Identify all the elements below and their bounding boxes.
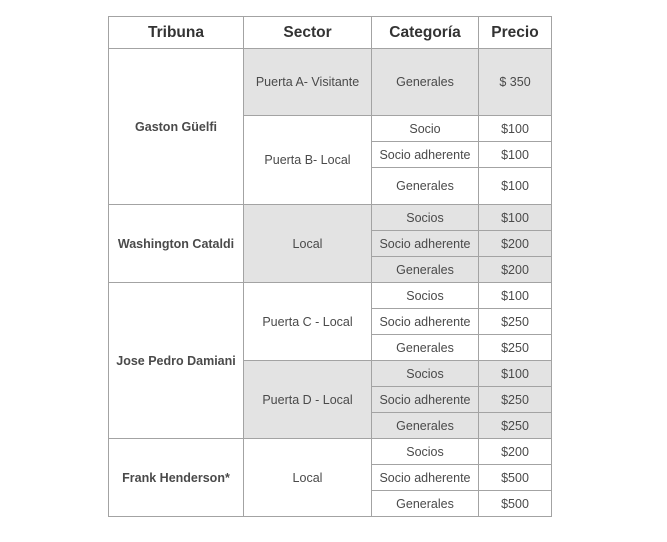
tribuna-cell-jose-pedro-damiani: Jose Pedro Damiani (108, 282, 244, 439)
categoria-cell: Socio adherente (371, 464, 479, 491)
categoria-cell: Generales (371, 48, 479, 116)
categoria-cell: Socios (371, 360, 479, 387)
precio-cell: $200 (478, 438, 552, 465)
table-row: Generales $250 (109, 412, 552, 439)
categoria-cell: Generales (371, 334, 479, 361)
categoria-cell: Generales (371, 167, 479, 205)
table-row: Gaston Güelfi Puerta A- Visitante Genera… (108, 48, 552, 205)
precio-cell: $100 (478, 167, 552, 205)
precio-cell: $500 (478, 490, 552, 517)
col-header-categoria: Categoría (371, 16, 479, 49)
categoria-cell: Socio adherente (371, 230, 479, 257)
table-row: Socio adherente $500 (109, 464, 552, 491)
sector-cell-puerta-b-local: Puerta B- Local (243, 115, 372, 205)
header-row: Tribuna Sector Categoría Precio (108, 16, 552, 49)
table-row: Puerta B- Local Socio $100 (109, 115, 552, 205)
categoria-cell: Socios (371, 204, 479, 231)
categoria-cell: Socio (371, 115, 479, 142)
sector-cell-puerta-d-local: Puerta D - Local (243, 360, 372, 439)
categoria-cell: Socio adherente (371, 386, 479, 413)
tribuna-cell-gaston-guelfi: Gaston Güelfi (108, 48, 244, 205)
table-row: Socio adherente $100 (109, 141, 552, 168)
precio-cell: $100 (478, 204, 552, 231)
table-row: Socio adherente $200 (109, 230, 552, 257)
table-row: Jose Pedro Damiani Puerta C - Local Soci… (108, 282, 552, 439)
col-header-tribuna: Tribuna (108, 16, 244, 49)
categoria-cell: Socio adherente (371, 141, 479, 168)
table-row: Generales $500 (109, 490, 552, 517)
categoria-cell: Socio adherente (371, 308, 479, 335)
table-row: Generales $100 (109, 167, 552, 205)
precio-cell: $200 (478, 230, 552, 257)
tribuna-cell-frank-henderson: Frank Henderson* (108, 438, 244, 517)
col-header-sector: Sector (243, 16, 372, 49)
precio-cell: $ 350 (478, 48, 552, 116)
precio-cell: $500 (478, 464, 552, 491)
table-row: Generales $250 (109, 334, 552, 361)
precio-cell: $250 (478, 308, 552, 335)
sector-cell-local-cataldi: Local (243, 204, 372, 283)
precio-cell: $100 (478, 141, 552, 168)
precio-cell: $200 (478, 256, 552, 283)
sector-cell-puerta-c-local: Puerta C - Local (243, 282, 372, 361)
table-row: Generales $200 (109, 256, 552, 283)
sector-cell-local-henderson: Local (243, 438, 372, 517)
precio-cell: $100 (478, 115, 552, 142)
pricing-table: Tribuna Sector Categoría Precio Gaston G… (108, 16, 552, 517)
col-header-precio: Precio (478, 16, 552, 49)
precio-cell: $250 (478, 386, 552, 413)
categoria-cell: Socios (371, 438, 479, 465)
table-row: Washington Cataldi Local Socios $100 (108, 204, 552, 283)
precio-cell: $250 (478, 334, 552, 361)
precio-cell: $100 (478, 282, 552, 309)
table-row: Socio adherente $250 (109, 386, 552, 413)
tribuna-cell-washington-cataldi: Washington Cataldi (108, 204, 244, 283)
precio-cell: $250 (478, 412, 552, 439)
precio-cell: $100 (478, 360, 552, 387)
categoria-cell: Generales (371, 412, 479, 439)
table-row: Frank Henderson* Local Socios $200 (108, 438, 552, 517)
sector-cell-puerta-a-visitante: Puerta A- Visitante (243, 48, 372, 116)
categoria-cell: Generales (371, 256, 479, 283)
table-row: Socio adherente $250 (109, 308, 552, 335)
categoria-cell: Generales (371, 490, 479, 517)
pricing-table-container: Tribuna Sector Categoría Precio Gaston G… (108, 16, 552, 517)
categoria-cell: Socios (371, 282, 479, 309)
